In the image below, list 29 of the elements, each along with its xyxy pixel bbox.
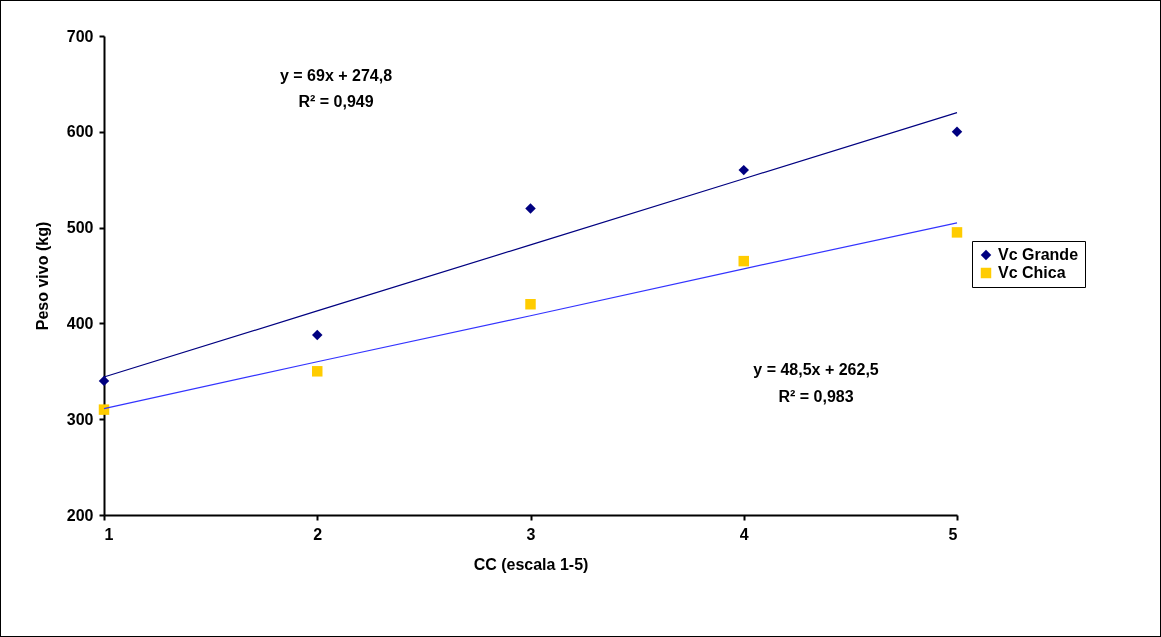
point [525,299,536,310]
x-tick-label: 4 [739,525,749,543]
legend-label: Vc Chica [998,264,1066,281]
annotation: R² = 0,983 [778,388,854,405]
point [312,329,323,341]
x-axis-title: CC (escala 1-5) [473,555,589,573]
point [738,164,749,176]
point [98,375,110,387]
point [525,203,536,214]
x-tick-label: 5 [948,525,958,543]
annotation: y = 69x + 274,8 [279,67,393,84]
x-tick-label: 2 [313,525,323,543]
legend-label: Vc Grande [998,246,1079,263]
annotation: y = 48,5x + 262,5 [753,361,879,378]
y-tick-label: 400 [66,314,94,332]
point [951,227,963,238]
point [98,404,110,415]
point [738,255,749,267]
point [312,366,323,377]
y-tick-label: 300 [66,410,94,428]
point [951,126,963,138]
y-axis-title: Peso vivo (kg) [33,221,51,331]
y-tick-label: 500 [66,219,94,237]
y-tick-label: 200 [66,506,94,524]
x-tick-label: 1 [104,525,114,543]
y-tick-label: 600 [66,123,94,141]
x-tick-label: 3 [526,525,536,543]
annotation: R² = 0,949 [298,93,374,110]
y-tick-label: 700 [66,27,94,45]
